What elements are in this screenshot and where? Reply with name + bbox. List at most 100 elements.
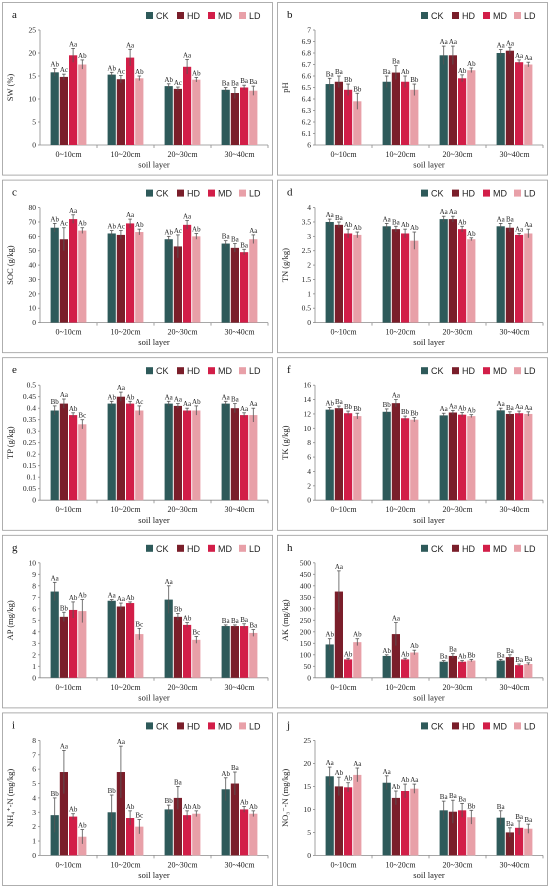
legend-swatch-md <box>208 544 215 552</box>
bar-ld <box>192 639 201 678</box>
panel-e: e CK HD MD LD 0 0.05 0.1 0.15 0.2 0.25 0.3 0.35 0.4 0.… <box>2 357 273 531</box>
panel-letter: c <box>12 187 17 199</box>
y-tick-label: 40 <box>29 261 37 270</box>
bar-ld <box>410 89 419 145</box>
bar-md <box>515 62 524 146</box>
y-tick-label: 6.4 <box>302 95 312 104</box>
significance-label: Aa <box>497 215 506 223</box>
legend-swatch-ld <box>514 722 521 730</box>
bar-md <box>458 661 467 678</box>
bar-ld <box>249 813 258 856</box>
significance-label: Ab <box>164 76 173 84</box>
significance-label: Bb <box>165 797 174 805</box>
bar-md <box>240 252 249 323</box>
significance-label: Ab <box>249 803 258 811</box>
bar-ck <box>382 226 391 323</box>
significance-label: Aa <box>117 384 126 392</box>
significance-label: Ba <box>506 820 515 828</box>
bar-hd <box>448 811 457 856</box>
x-tick-label: 30~40cm <box>499 683 530 692</box>
y-tick-label: 14 <box>304 395 312 404</box>
significance-label: Ab <box>335 769 344 777</box>
legend-label-ck: CK <box>156 11 169 21</box>
y-tick-label: 10 <box>29 304 37 313</box>
significance-label: Aa <box>69 40 78 48</box>
significance-label: Ab <box>107 223 116 231</box>
y-tick-label: 0.45 <box>23 392 36 401</box>
legend-label-ld: LD <box>524 544 536 554</box>
y-tick-label: 300 <box>300 604 312 613</box>
panel-letter: a <box>12 9 17 21</box>
bar-ck <box>439 219 448 323</box>
y-tick-label: 16 <box>304 381 312 390</box>
y-tick-label: 10 <box>29 95 37 104</box>
x-tick-label: 30~40cm <box>499 505 530 514</box>
bar-md <box>126 223 135 323</box>
significance-label: Aa <box>524 404 533 412</box>
y-tick-label: 3 <box>32 808 36 817</box>
bar-ck <box>496 410 505 501</box>
significance-label: Aa <box>449 402 458 410</box>
significance-label: Aa <box>60 742 69 750</box>
y-tick-label: 6.1 <box>302 129 312 138</box>
bar-ld <box>249 239 258 323</box>
y-tick-label: 0 <box>32 318 36 327</box>
significance-label: Aa <box>222 393 231 401</box>
legend-label-ld: LD <box>524 721 536 731</box>
significance-label: Aa <box>249 227 258 235</box>
bar-md <box>344 413 353 501</box>
y-axis-label: TN (g/kg) <box>280 248 290 282</box>
bar-ck <box>382 411 391 501</box>
bar-md <box>458 229 467 323</box>
significance-label: Ab <box>401 68 410 76</box>
significance-label: Ab <box>107 64 116 72</box>
bar-ld <box>78 64 87 145</box>
significance-label: Ab <box>164 228 173 236</box>
bar-ck <box>325 84 334 145</box>
panel-d: d CK HD MD LD 0 0.5 1 1.5 2 2.5 3 3.5 4 TN (g/kg) soil … <box>277 179 548 354</box>
y-tick-label: 100 <box>300 650 312 659</box>
bar-hd <box>334 786 343 856</box>
bar-ld <box>353 234 362 323</box>
bar-ck <box>107 403 116 501</box>
bar-md <box>126 603 135 678</box>
significance-label: Ba <box>524 655 533 663</box>
bar-ck <box>382 782 391 856</box>
legend-swatch-ck <box>146 722 153 730</box>
bar-ck <box>221 789 230 856</box>
legend: CK HD MD LD <box>421 366 536 376</box>
significance-label: Ab <box>467 230 476 238</box>
legend-swatch-hd <box>452 12 459 19</box>
y-tick-label: 15 <box>29 72 37 81</box>
bar-md <box>240 626 249 678</box>
significance-label: Ab <box>344 221 353 229</box>
bar-hd <box>334 408 343 501</box>
y-tick-label: 0 <box>32 141 36 150</box>
bar-hd <box>116 79 125 145</box>
y-tick-label: 6.8 <box>302 49 312 58</box>
bar-ld <box>192 79 201 145</box>
x-axis-label: soil layer <box>413 692 445 702</box>
y-tick-label: 9 <box>32 570 36 579</box>
bar-ck <box>50 410 59 501</box>
legend-swatch-hd <box>177 544 184 552</box>
x-tick-label: 0~10cm <box>55 150 82 159</box>
legend-swatch-ld <box>239 544 246 552</box>
y-tick-label: 20 <box>304 759 312 768</box>
y-tick-label: 450 <box>300 570 312 579</box>
legend-label-hd: HD <box>462 366 475 376</box>
significance-label: Bc <box>135 620 143 628</box>
y-tick-label: 3 <box>32 639 36 648</box>
y-tick-label: 8 <box>307 438 311 447</box>
bar-hd <box>391 229 400 323</box>
significance-label: Ac <box>117 68 125 76</box>
significance-label: Ab <box>50 61 59 69</box>
significance-label: Ab <box>344 775 353 783</box>
significance-label: Ab <box>382 647 391 655</box>
significance-label: Ba <box>524 816 533 824</box>
significance-label: Ab <box>240 799 249 807</box>
bar-hd <box>391 403 400 501</box>
significance-label: Ab <box>467 407 476 415</box>
significance-label: Ab <box>69 806 78 814</box>
significance-label: Bb <box>108 787 117 795</box>
